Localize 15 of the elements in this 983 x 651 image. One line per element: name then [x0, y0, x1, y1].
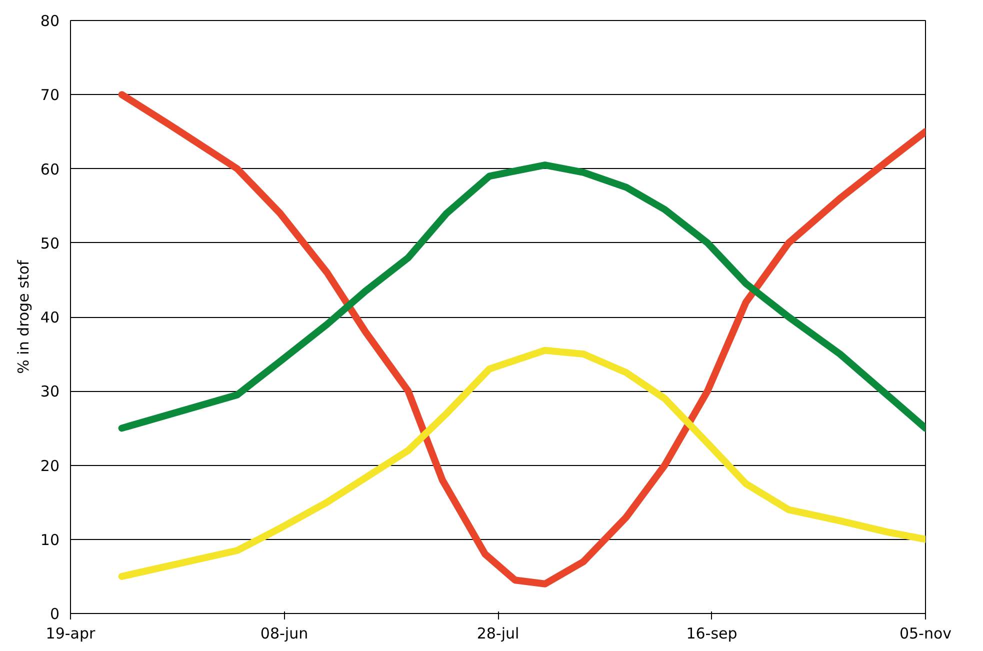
y-tick-label: 30: [40, 382, 60, 401]
x-tick-label: 08-jun: [260, 624, 308, 642]
x-tick-label: 05-nov: [899, 624, 952, 642]
x-tick-label: 16-sep: [686, 624, 738, 642]
y-tick-label: 20: [40, 456, 60, 475]
y-tick-label: 50: [40, 234, 60, 252]
y-tick-label: 70: [40, 86, 60, 104]
x-tick-label: 28-jul: [476, 624, 520, 642]
y-tick-label: 60: [40, 160, 60, 178]
x-tick-label: 19-apr: [46, 624, 96, 642]
y-tick-label: 40: [40, 308, 60, 326]
y-tick-label: 10: [40, 530, 60, 549]
y-axis-title: % in droge stof: [14, 259, 32, 374]
y-tick-label: 0: [50, 605, 60, 623]
y-tick-label: 80: [40, 12, 60, 30]
